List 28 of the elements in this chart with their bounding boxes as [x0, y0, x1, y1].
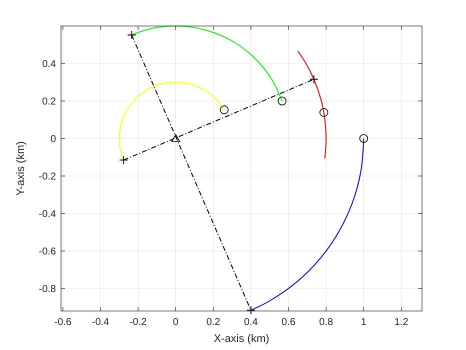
point	[319, 108, 328, 117]
point	[278, 96, 287, 106]
x-tick-label: 1	[360, 317, 367, 328]
point	[359, 134, 368, 143]
point	[171, 134, 180, 142]
x-tick-label: 1.2	[394, 317, 409, 328]
x-tick-label: 0.4	[244, 317, 258, 328]
y-tick-label: -0.8	[38, 284, 56, 295]
y-tick-label: -0.4	[38, 209, 56, 220]
x-tick-label: -0.6	[54, 317, 72, 328]
x-axis-title: X-axis (km)	[214, 333, 270, 345]
y-tick-label: 0	[50, 134, 56, 145]
y-axis-title: Y-axis (km)	[15, 141, 27, 196]
point	[246, 306, 256, 315]
x-tick-label: 0	[172, 317, 179, 328]
point	[119, 156, 128, 165]
x-tick-label: 0.2	[206, 317, 221, 328]
line-series	[297, 50, 327, 159]
x-tick-label: -0.2	[129, 317, 148, 328]
x-tick-label: -0.4	[92, 317, 110, 328]
x-tick-label: 0.6	[282, 317, 296, 328]
y-tick-label: 0.4	[42, 59, 56, 70]
y-tick-label: 0.2	[42, 96, 56, 108]
point	[220, 105, 229, 114]
y-tick-label: -0.6	[38, 246, 56, 258]
x-tick-label: 0.8	[319, 317, 334, 328]
point	[309, 74, 318, 84]
y-tick-label: -0.2	[38, 172, 56, 182]
